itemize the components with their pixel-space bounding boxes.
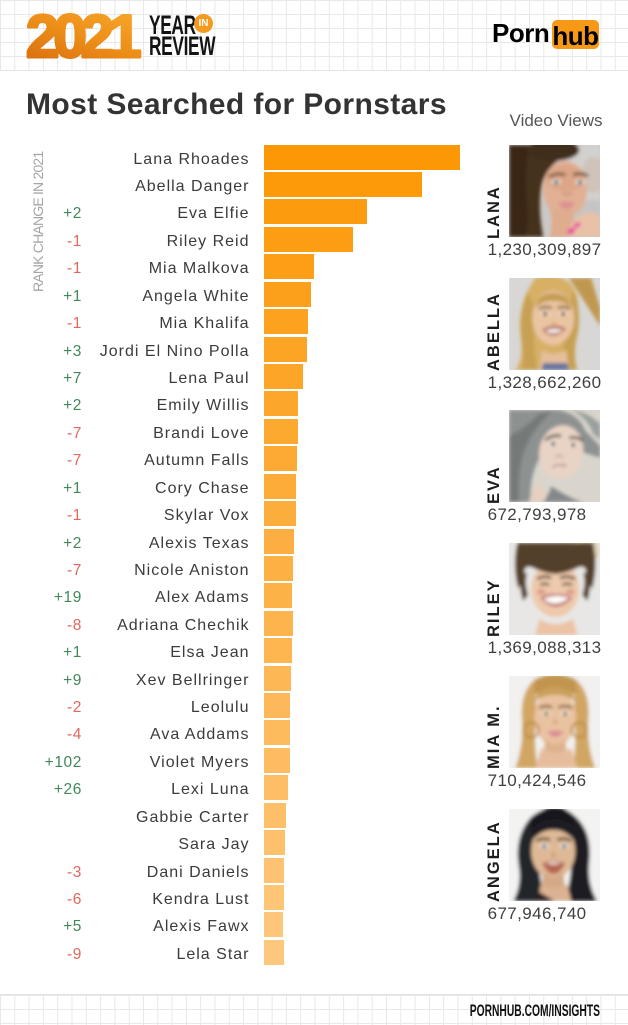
svg-text:2021: 2021	[26, 3, 140, 62]
